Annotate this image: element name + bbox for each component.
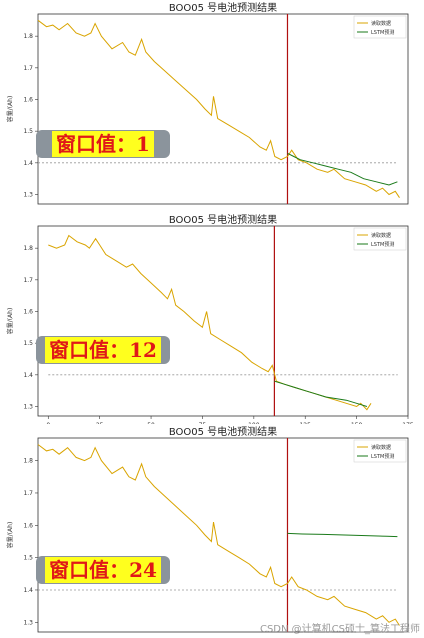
y-tick-label: 1.6 — [23, 522, 33, 529]
x-tick-label: 50 — [147, 422, 155, 424]
x-tick-label: 25 — [96, 422, 104, 424]
y-axis-label: 容量/(Ah) — [6, 308, 14, 335]
x-tick-label: 0 — [46, 422, 50, 424]
y-tick-label: 1.8 — [23, 245, 33, 252]
y-tick-label: 1.4 — [23, 587, 33, 594]
y-tick-label: 1.6 — [23, 309, 33, 316]
x-tick-label: 75 — [199, 422, 207, 424]
legend-lstm-label: LSTM预测 — [371, 453, 394, 460]
window-badge-1: 窗口值：1 — [36, 130, 170, 158]
window-label-1: 窗口值：1 — [52, 131, 154, 157]
y-tick-label: 1.5 — [23, 555, 33, 562]
series-lstm-line — [287, 152, 398, 186]
chart-panel-3: BOO05 号电池预测结果容量/(Ah) 1.8 1.7 1.6 1.5 1.4 1.3 读取… — [0, 424, 424, 636]
series-actual-line — [37, 19, 400, 198]
y-tick-label: 1.7 — [23, 277, 33, 284]
plot-frame — [37, 225, 409, 417]
series-actual-line — [48, 234, 372, 411]
y-tick-label: 1.3 — [23, 404, 33, 411]
y-tick-label: 1.5 — [23, 128, 33, 135]
y-tick-label: 1.8 — [23, 33, 33, 40]
window-label-3: 窗口值：24 — [45, 557, 161, 583]
y-tick-label: 1.8 — [23, 458, 33, 465]
plot-frame — [37, 13, 409, 205]
legend-actual-label: 读取数据 — [371, 444, 391, 451]
x-tick-label: 100 — [248, 422, 260, 424]
plot-frame — [37, 437, 409, 633]
y-axis-label: 容量/(Ah) — [6, 522, 14, 549]
y-tick-label: 1.6 — [23, 97, 33, 104]
y-tick-label: 1.4 — [23, 160, 33, 167]
legend-actual-label: 读取数据 — [371, 232, 391, 239]
y-axis-label: 容量/(Ah) — [6, 96, 14, 123]
series-lstm-line — [287, 532, 398, 538]
y-tick-label: 1.7 — [23, 490, 33, 497]
chart-panel-1: BOO05 号电池预测结果容量/(Ah) 1.8 1.7 1.6 1.5 1.4 1.3 读取… — [0, 0, 424, 212]
chart-title: BOO05 号电池预测结果 — [169, 1, 277, 14]
y-tick-label: 1.5 — [23, 340, 33, 347]
x-tick-label: 175 — [402, 422, 414, 424]
legend-actual-label: 读取数据 — [371, 20, 391, 27]
legend-lstm-label: LSTM预测 — [371, 29, 394, 36]
series-actual-line — [37, 444, 400, 626]
x-tick-label: 150 — [351, 422, 363, 424]
series-lstm-line — [274, 380, 368, 407]
window-badge-3: 窗口值：24 — [36, 556, 170, 584]
watermark: CSDN @计算机CS硕士_算法工程师 — [259, 624, 420, 635]
y-tick-label: 1.7 — [23, 65, 33, 72]
y-tick-label: 1.3 — [23, 192, 33, 199]
legend-lstm-label: LSTM预测 — [371, 241, 394, 248]
x-tick-label: 125 — [299, 422, 311, 424]
y-tick-label: 1.4 — [23, 372, 33, 379]
chart-title: BOO05 号电池预测结果 — [169, 213, 277, 226]
window-badge-2: 窗口值：12 — [36, 336, 170, 364]
chart-title: BOO05 号电池预测结果 — [169, 425, 277, 438]
y-tick-label: 1.3 — [23, 619, 33, 626]
window-label-2: 窗口值：12 — [45, 337, 161, 363]
